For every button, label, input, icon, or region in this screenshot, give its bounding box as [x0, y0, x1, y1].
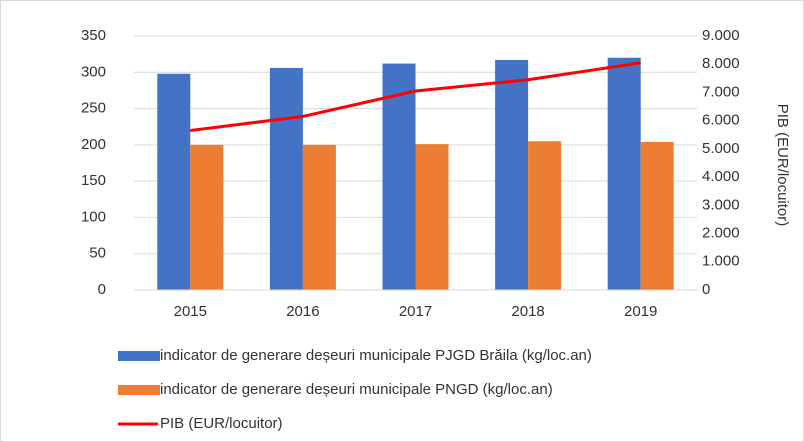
legend-label: indicator de generare deșeuri municipale…	[160, 381, 553, 398]
y-tick-label: 350	[81, 27, 106, 44]
x-tick-label: 2016	[286, 303, 319, 320]
y-tick-label: 150	[81, 172, 106, 189]
y-tick-label: 0	[98, 281, 106, 298]
y2-tick-label: 0	[702, 281, 710, 298]
bar	[640, 141, 674, 290]
y2-tick-label: 1.000	[702, 253, 740, 270]
x-tick-label: 2015	[174, 303, 207, 320]
legend-swatch	[118, 385, 160, 395]
y2-axis-label: PIB (EUR/locuitor)	[774, 104, 791, 227]
legend-swatch	[118, 351, 160, 361]
y2-tick-label: 4.000	[702, 168, 740, 185]
y-tick-label: 50	[89, 245, 106, 262]
y2-tick-label: 5.000	[702, 140, 740, 157]
bar	[190, 144, 224, 290]
x-tick-label: 2017	[399, 303, 432, 320]
bar	[157, 73, 191, 290]
y-tick-label: 100	[81, 208, 106, 225]
y-tick-label: 200	[81, 136, 106, 153]
bar	[415, 144, 449, 290]
bar	[269, 67, 303, 290]
y-tick-label: 250	[81, 100, 106, 117]
y2-tick-label: 2.000	[702, 225, 740, 242]
x-tick-label: 2019	[624, 303, 657, 320]
bar	[528, 141, 562, 290]
bar	[607, 57, 641, 291]
legend-label: indicator de generare deșeuri municipale…	[160, 347, 592, 364]
y2-tick-label: 7.000	[702, 83, 740, 100]
y2-tick-label: 8.000	[702, 55, 740, 72]
y2-tick-label: 9.000	[702, 27, 740, 44]
y2-tick-label: 3.000	[702, 196, 740, 213]
bar	[495, 59, 529, 290]
bar	[382, 63, 416, 290]
line	[190, 61, 641, 133]
x-tick-label: 2018	[511, 303, 544, 320]
y2-tick-label: 6.000	[702, 112, 740, 129]
y-tick-label: 300	[81, 63, 106, 80]
bar	[302, 144, 336, 290]
legend-label: PIB (EUR/locuitor)	[160, 415, 283, 432]
